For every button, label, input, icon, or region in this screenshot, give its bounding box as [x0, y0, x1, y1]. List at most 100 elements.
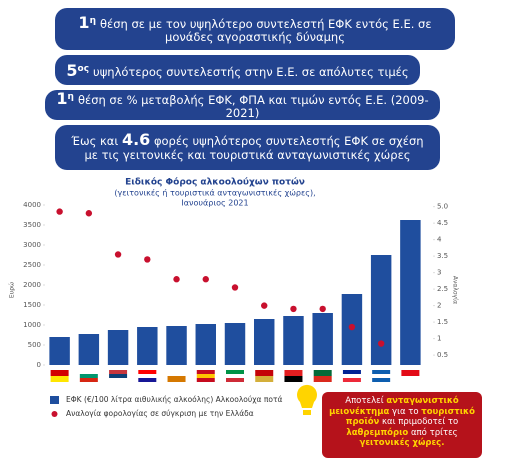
- y2-tick-label: 2: [437, 302, 441, 310]
- y2-tick-label: 0.5: [437, 351, 448, 359]
- dot: [319, 305, 326, 313]
- chart-subtitle: Ιανουάριος 2021: [181, 199, 248, 208]
- banner-sup: η: [89, 15, 96, 26]
- banner-lead: 5: [66, 60, 78, 80]
- bar: [107, 330, 129, 365]
- legend-swatch: [51, 411, 58, 417]
- y2-tick-label: 2.5: [437, 285, 448, 293]
- flag-stripe: [167, 370, 186, 376]
- flag-stripe: [50, 376, 69, 382]
- banner-sup: ος: [77, 63, 90, 74]
- y-tick-label: 3500: [23, 221, 41, 229]
- dot: [261, 302, 268, 309]
- banner-sup: η: [67, 91, 74, 102]
- banner-text: 1η θέση σε με τον υψηλότερο συντελεστή ΕΦ…: [65, 14, 445, 45]
- flag-stripe: [109, 374, 128, 378]
- bar: [254, 319, 275, 365]
- y2-tick-label: 4: [437, 236, 442, 244]
- flag-stripe: [226, 370, 244, 374]
- flag-stripe: [196, 378, 215, 382]
- banner-lead: 1: [56, 88, 68, 108]
- banner-text: 5ος υψηλότερος συντελεστής στην Ε.Ε. σε α…: [66, 62, 408, 79]
- dot: [85, 210, 93, 217]
- callout-text: για το: [389, 406, 422, 417]
- flag-stripe: [79, 370, 98, 374]
- flag-stripe: [226, 378, 244, 382]
- y2-tick-label: 4.5: [437, 219, 448, 227]
- y2-tick-label: 3.5: [437, 252, 448, 260]
- banner: 1η θέση σε % μεταβολής ΕΦΚ, ΦΠΑ και τιμών…: [45, 90, 440, 120]
- dot: [56, 208, 63, 215]
- callout: Αποτελεί ανταγωνιστικό μειονέκτημα για τ…: [322, 392, 482, 458]
- bar: [137, 327, 158, 365]
- flag-stripe: [79, 378, 98, 382]
- flag-stripe: [109, 378, 128, 382]
- flag-stripe: [138, 378, 157, 382]
- flag-stripe: [401, 376, 420, 382]
- flag-stripe: [372, 378, 391, 382]
- banner-lead: 4.6: [121, 130, 151, 149]
- flag-stripe: [372, 370, 391, 374]
- flag-stripe: [284, 370, 303, 376]
- banner-body: θέση σε με τον υψηλότερο συντελεστή ΕΦΚ …: [99, 16, 432, 45]
- banner: 5ος υψηλότερος συντελεστής στην Ε.Ε. σε α…: [55, 55, 420, 85]
- dot: [377, 340, 385, 347]
- dot: [231, 284, 239, 291]
- y2-tick-label: 1.5: [437, 318, 448, 326]
- callout-text: από τρίτες: [408, 427, 458, 438]
- y-tick-label: 4000: [23, 201, 41, 209]
- callout-emphasis: τουριστικό προϊόν: [345, 406, 475, 428]
- flag-stripe: [196, 374, 215, 378]
- flag-stripe: [313, 376, 332, 382]
- flag-stripe: [138, 374, 157, 378]
- dot: [114, 251, 122, 258]
- callout-text: και πριμοδοτεί το: [379, 417, 459, 427]
- legend-label: ΕΦΚ (€/100 λίτρα αιθυλικής αλκοόλης) Αλκ…: [66, 395, 282, 404]
- banner: 1η θέση σε με τον υψηλότερο συντελεστή ΕΦ…: [55, 8, 455, 50]
- y2-axis-label: Αναλογία: [452, 276, 459, 304]
- flag-stripe: [109, 370, 128, 374]
- bar: [370, 255, 392, 365]
- y2-tick-label: 5.0: [437, 203, 448, 211]
- banner-body: υψηλότερος συντελεστής στην Ε.Ε. σε απόλ…: [93, 64, 409, 79]
- y-tick-label: 500: [28, 341, 41, 349]
- bar: [283, 316, 304, 365]
- bulb-icon: [297, 384, 317, 408]
- banner-body: φορές υψηλότερος συντελεστής ΕΦΚ σε σχέσ…: [84, 134, 424, 162]
- banner-text: Έως και 4.6 φορές υψηλότερος συντελεστής…: [65, 130, 430, 163]
- bulb-base: [303, 410, 311, 415]
- bar: [224, 323, 246, 365]
- dot: [290, 305, 297, 313]
- bar: [312, 313, 333, 365]
- flag-stripe: [342, 378, 361, 382]
- flag-stripe: [342, 370, 361, 374]
- y-tick-label: 2500: [23, 261, 41, 269]
- flag-stripe: [255, 370, 274, 376]
- chart-title: Ειδικός Φόρος αλκοολούχων ποτών: [125, 177, 305, 188]
- dot: [348, 323, 356, 331]
- legend-swatch: [50, 396, 59, 404]
- banner-text: 1η θέση σε % μεταβολής ΕΦΚ, ΦΠΑ και τιμών…: [55, 90, 430, 121]
- banner: Έως και 4.6 φορές υψηλότερος συντελεστής…: [55, 125, 440, 170]
- y-tick-label: 1000: [23, 321, 41, 329]
- flag-stripe: [284, 376, 303, 382]
- banner-lead: 1: [78, 12, 90, 32]
- y2-tick-label: 1: [437, 335, 441, 343]
- flag-stripe: [313, 370, 332, 376]
- banner-body: θέση σε % μεταβολής ΕΦΚ, ΦΠΑ και τιμών ε…: [77, 92, 429, 121]
- bar: [195, 324, 216, 365]
- callout-emphasis: λαθρεμπόριο: [346, 427, 409, 438]
- bar: [166, 326, 187, 365]
- legend-label: Αναλογία φορολογίας σε σύγκριση με την Ε…: [66, 409, 254, 418]
- y2-tick-label: 3: [437, 269, 441, 277]
- bar: [400, 220, 421, 365]
- bar: [49, 337, 70, 365]
- chart-subtitle: (γειτονικές ή τουριστικά ανταγωνιστικές …: [114, 188, 315, 198]
- y-tick-label: 2000: [23, 281, 41, 289]
- flag-stripe: [226, 374, 244, 378]
- flag-stripe: [372, 374, 391, 378]
- dot: [173, 276, 180, 283]
- y-axis-label: Ευρώ: [9, 282, 16, 298]
